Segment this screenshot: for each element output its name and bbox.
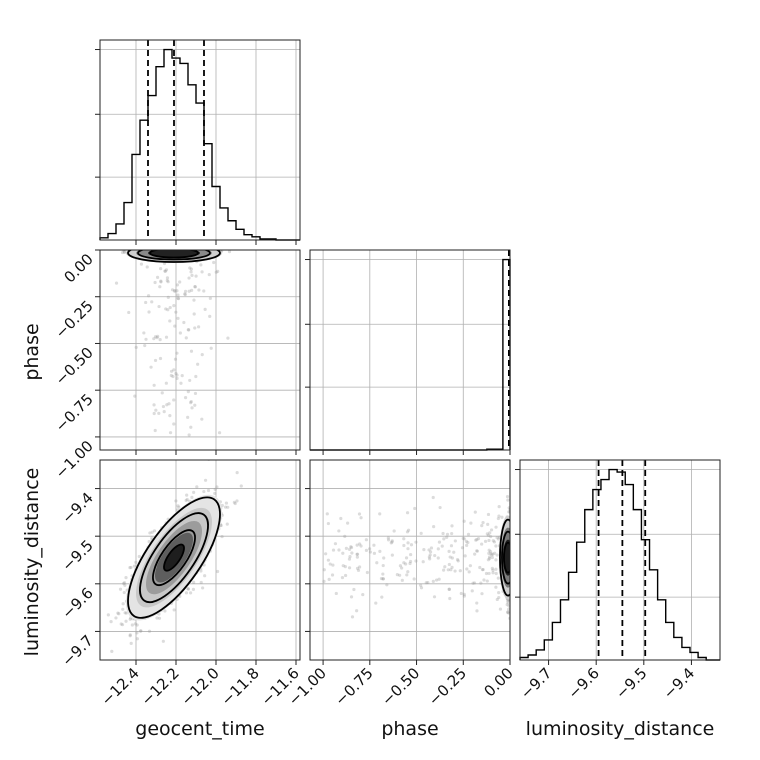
x-tick-label: −9.5 [612, 664, 650, 702]
density-blob [126, 250, 222, 263]
hist-panel-phase [305, 249, 511, 455]
x-tick-label: 0.00 [480, 664, 516, 700]
histogram-phase [310, 258, 511, 451]
x-tick-label: −9.7 [517, 664, 555, 702]
scatter-points [114, 250, 232, 437]
y-tick-label: −9.4 [58, 489, 96, 527]
hist-panel-luminosity_distance: −9.7 −9.6 −9.5 −9.4 [515, 459, 721, 703]
y-tick-label: −0.25 [52, 297, 97, 342]
x-tick-label: −9.4 [660, 664, 698, 702]
y-tick-label: −9.6 [58, 584, 96, 622]
panel-frame [99, 459, 301, 661]
grid-lines [100, 40, 300, 240]
scatter-points [322, 494, 510, 620]
contour-line [127, 250, 221, 263]
contour-line [163, 543, 185, 572]
contour-line [499, 518, 510, 597]
x-axis-label-geocent_time: geocent_time [135, 718, 264, 740]
x-tick-label: −0.75 [331, 664, 376, 709]
x-tick-label: −11.8 [218, 664, 263, 709]
histogram-luminosity_distance [519, 468, 720, 661]
grid-lines [520, 460, 720, 660]
x-tick-label: −0.25 [425, 664, 470, 709]
grid-lines [100, 250, 300, 450]
panel-phase-vs-geocent_time: −1.00−0.75−0.50−0.25 0.00 [52, 249, 301, 482]
contour-line [137, 250, 211, 261]
panel-frame [519, 459, 721, 661]
x-tick-label: −12.4 [98, 664, 143, 709]
y-axis-label-phase: phase [21, 323, 43, 380]
panel-frame [309, 459, 511, 661]
x-tick-label: −12.0 [178, 664, 223, 709]
histogram-geocent_time [99, 48, 300, 241]
y-tick-label: −9.7 [58, 632, 96, 670]
y-tick-label: −1.00 [52, 437, 97, 482]
contour-line [127, 496, 221, 619]
panel-frame [99, 39, 301, 241]
y-tick-label: 0.00 [60, 250, 96, 286]
y-axis-label-luminosity_distance: luminosity_distance [21, 468, 43, 657]
grid-lines [310, 460, 510, 660]
y-tick-label: −0.75 [52, 390, 97, 435]
x-axis-label-luminosity_distance: luminosity_distance [526, 718, 715, 740]
contour-line [152, 529, 196, 587]
panel-frame [309, 249, 511, 451]
x-tick-label: −0.50 [378, 664, 423, 709]
x-axis-label-phase: phase [381, 718, 438, 740]
y-tick-label: −0.50 [52, 344, 97, 389]
panel-luminosity_distance-vs-geocent_time: −12.4−12.2−12.0−11.8−11.6−9.7−9.6−9.5−9.… [58, 459, 303, 709]
density-shading [126, 494, 223, 621]
hist-panel-geocent_time [95, 39, 301, 245]
density-blob [499, 515, 510, 600]
contour-line [139, 512, 209, 604]
contour-line [501, 530, 510, 585]
grid-lines [310, 250, 510, 450]
panel-frame [99, 249, 301, 451]
contour-line [149, 250, 199, 259]
x-tick-label: −12.2 [138, 664, 183, 709]
panel-luminosity_distance-vs-phase: −1.00 −0.75 −0.50 −0.25 0.00 [285, 459, 517, 709]
scatter-points [105, 460, 243, 660]
x-tick-label: −9.6 [565, 664, 603, 702]
contour-line [503, 541, 510, 574]
y-tick-label: −9.5 [58, 536, 96, 574]
